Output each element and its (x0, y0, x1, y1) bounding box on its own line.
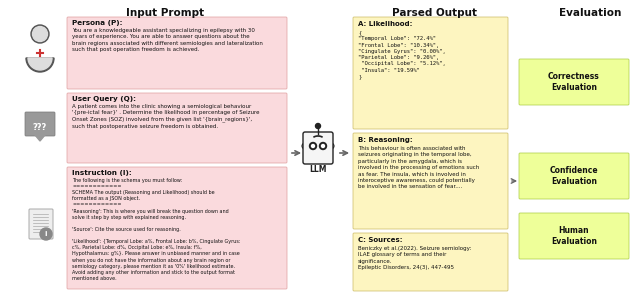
FancyBboxPatch shape (67, 93, 287, 163)
Wedge shape (28, 58, 52, 70)
Circle shape (31, 25, 49, 43)
Text: Persona (P):: Persona (P): (72, 20, 122, 26)
Text: Confidence
Evaluation: Confidence Evaluation (550, 166, 598, 186)
FancyBboxPatch shape (519, 213, 629, 259)
Wedge shape (26, 58, 54, 72)
Circle shape (40, 228, 52, 240)
Circle shape (316, 123, 321, 128)
Text: This behaviour is often associated with
seizures originating in the temporal lob: This behaviour is often associated with … (358, 146, 479, 190)
Text: You are a knowledgeable assistant specializing in epilepsy with 30
years of expe: You are a knowledgeable assistant specia… (72, 28, 263, 52)
Text: Parsed Output: Parsed Output (392, 8, 477, 18)
FancyBboxPatch shape (29, 209, 53, 239)
Circle shape (312, 145, 314, 148)
FancyBboxPatch shape (353, 133, 508, 229)
Text: Human
Evaluation: Human Evaluation (551, 226, 597, 246)
Text: Input Prompt: Input Prompt (126, 8, 204, 18)
Text: Evaluation: Evaluation (559, 8, 621, 18)
Circle shape (310, 142, 317, 150)
Text: {
"Temporal Lobe": "72.4%"
"Frontal Lobe": "10.34%",
"Cingulate Gyrus": "0.00%",: { "Temporal Lobe": "72.4%" "Frontal Lobe… (358, 30, 445, 79)
FancyBboxPatch shape (67, 17, 287, 89)
FancyBboxPatch shape (303, 132, 333, 164)
Circle shape (319, 142, 326, 150)
FancyBboxPatch shape (25, 112, 55, 136)
FancyBboxPatch shape (519, 59, 629, 105)
Circle shape (321, 145, 324, 148)
Text: ???: ??? (33, 122, 47, 131)
FancyBboxPatch shape (353, 17, 508, 129)
Text: User Query (Q):: User Query (Q): (72, 96, 136, 102)
Circle shape (328, 143, 334, 149)
Circle shape (33, 27, 47, 41)
Polygon shape (35, 135, 45, 141)
Text: The following is the schema you must follow:
============
SCHEMA The output (Rea: The following is the schema you must fol… (72, 178, 241, 281)
Text: A patient comes into the clinic showing a semiological behaviour
'{pre-ictal fea: A patient comes into the clinic showing … (72, 104, 259, 129)
FancyBboxPatch shape (519, 153, 629, 199)
Text: i: i (45, 231, 47, 237)
Text: B: Reasoning:: B: Reasoning: (358, 137, 413, 143)
Text: A: Likelihood:: A: Likelihood: (358, 21, 412, 27)
Text: Instruction (I):: Instruction (I): (72, 170, 132, 176)
Text: C: Sources:: C: Sources: (358, 237, 403, 243)
Text: Correctness
Evaluation: Correctness Evaluation (548, 72, 600, 92)
Circle shape (302, 143, 308, 149)
Text: LLM: LLM (309, 165, 327, 174)
FancyBboxPatch shape (353, 233, 508, 291)
FancyBboxPatch shape (67, 167, 287, 289)
Text: Beniczky et al.(2022). Seizure semiology:
ILAE glossary of terms and their
signi: Beniczky et al.(2022). Seizure semiology… (358, 246, 472, 270)
